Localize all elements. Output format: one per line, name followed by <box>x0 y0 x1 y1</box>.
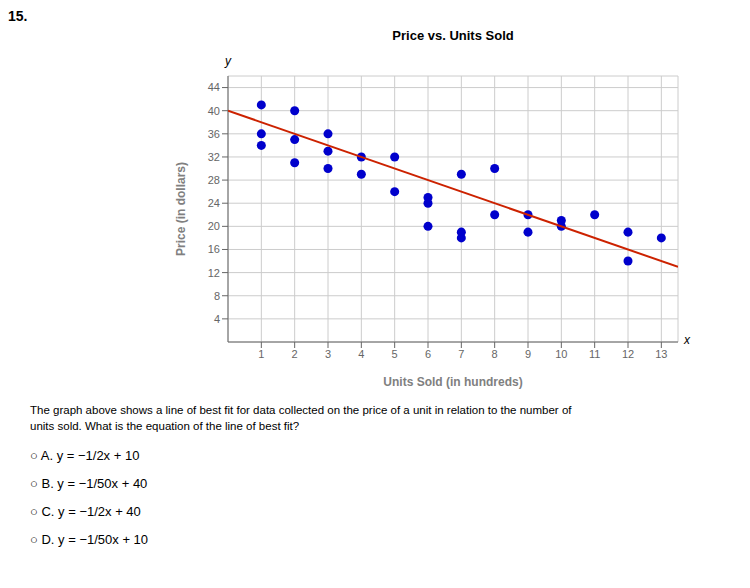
html-text:units sold. What is the equati: units sold. What is the equation of the … <box>30 420 300 432</box>
svg-text:10: 10 <box>555 348 567 360</box>
svg-text:8: 8 <box>492 348 498 360</box>
html-text:y: y <box>225 54 231 68</box>
html-text:The graph above shows a line o: The graph above shows a line of best fit… <box>30 404 572 416</box>
svg-text:5: 5 <box>392 348 398 360</box>
html-text:15.: 15. <box>8 8 28 24</box>
svg-text:1: 1 <box>258 348 264 360</box>
svg-text:3: 3 <box>325 348 331 360</box>
svg-text:4: 4 <box>214 313 220 325</box>
svg-text:32: 32 <box>208 151 220 163</box>
html-text:x: x <box>684 333 690 347</box>
svg-text:7: 7 <box>458 348 464 360</box>
html-text:○ D. y = −1/50x + 10: ○ D. y = −1/50x + 10 <box>30 532 149 547</box>
svg-text:20: 20 <box>208 220 220 232</box>
html-text:○ B. y = −1/50x + 40: ○ B. y = −1/50x + 40 <box>30 476 148 491</box>
svg-text:2: 2 <box>292 348 298 360</box>
svg-text:Price (in dollars): Price (in dollars) <box>174 162 188 256</box>
svg-text:4: 4 <box>358 348 364 360</box>
html-text:○ C. y = −1/2x + 40: ○ C. y = −1/2x + 40 <box>30 504 141 519</box>
svg-text:44: 44 <box>208 81 220 93</box>
svg-text:16: 16 <box>208 243 220 255</box>
html-text:Price vs. Units Sold: Price vs. Units Sold <box>392 28 514 43</box>
svg-text:24: 24 <box>208 197 220 209</box>
svg-text:6: 6 <box>425 348 431 360</box>
html-text:○ A. y = −1/2x + 10: ○ A. y = −1/2x + 10 <box>30 448 140 463</box>
svg-text:9: 9 <box>525 348 531 360</box>
svg-text:36: 36 <box>208 128 220 140</box>
svg-text:13: 13 <box>655 348 667 360</box>
svg-text:12: 12 <box>208 267 220 279</box>
svg-text:12: 12 <box>622 348 634 360</box>
svg-text:11: 11 <box>589 348 600 360</box>
svg-text:8: 8 <box>214 290 220 302</box>
svg-text:28: 28 <box>208 174 220 186</box>
svg-text:40: 40 <box>208 105 220 117</box>
svg-text:Units Sold (in hundreds): Units Sold (in hundreds) <box>383 375 522 389</box>
